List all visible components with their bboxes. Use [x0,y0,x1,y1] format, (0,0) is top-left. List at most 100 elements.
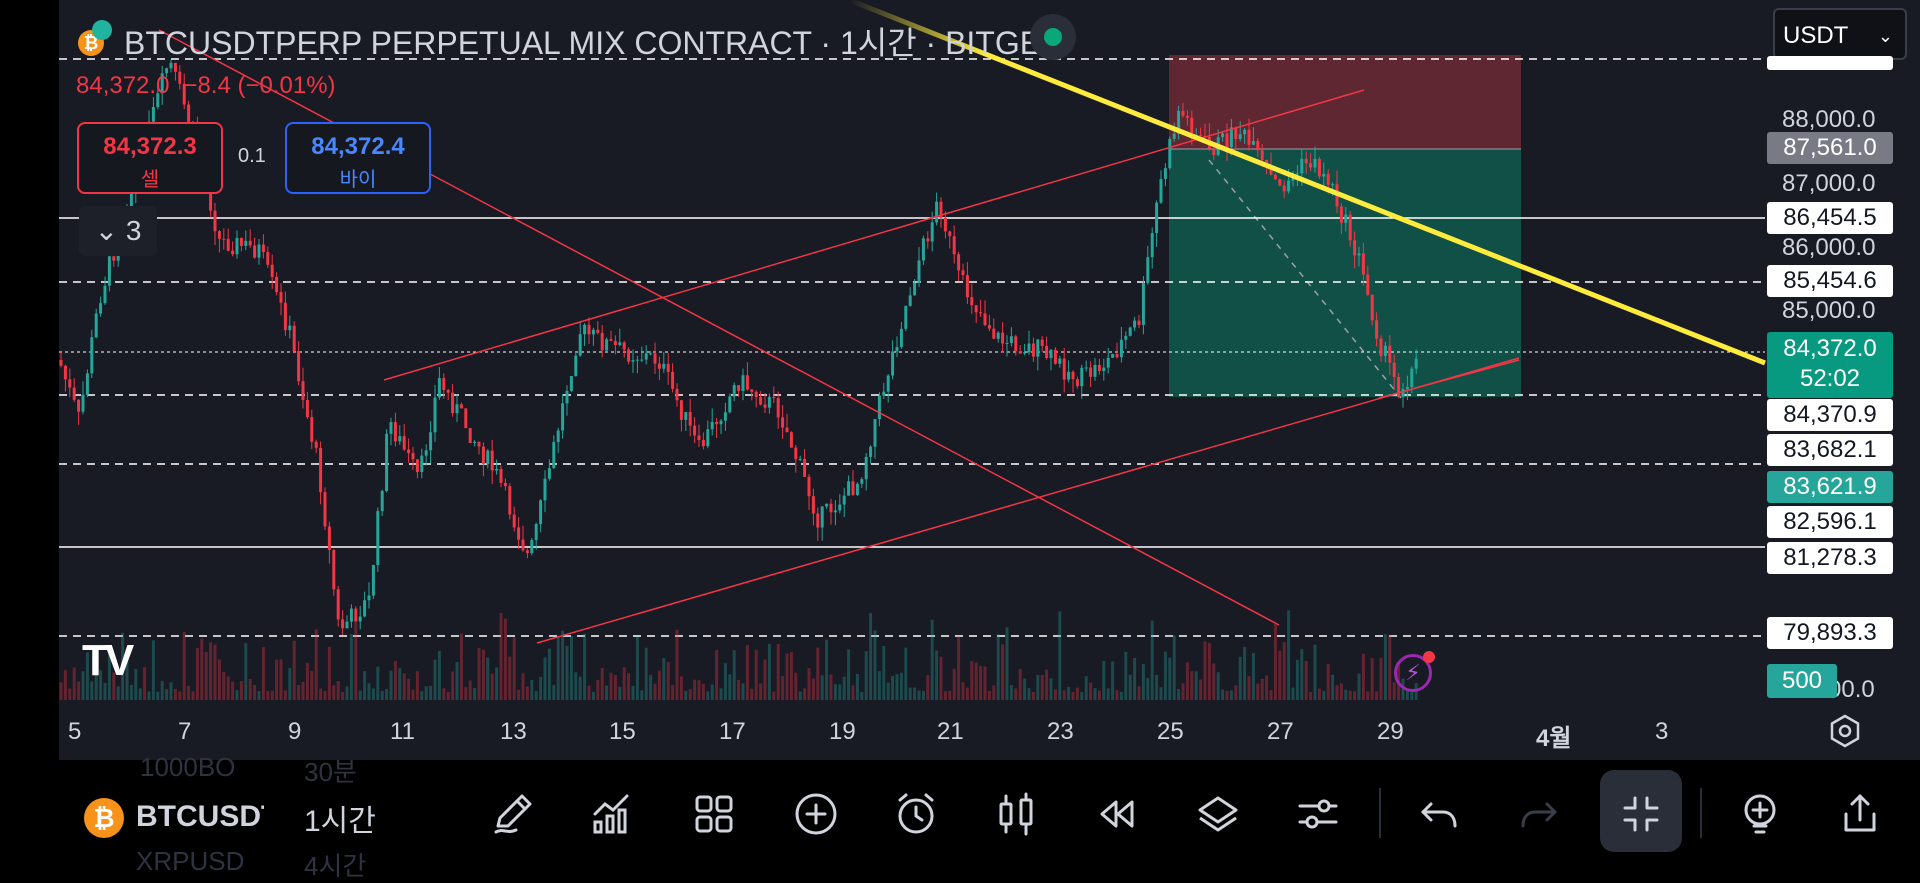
price-tag[interactable]: 83,621.9 [1767,471,1893,503]
price-tag-take-profit[interactable]: 84,370.9 [1767,399,1893,431]
alert-button[interactable] [888,786,944,842]
price-tag-entry[interactable]: 87,561.0 [1767,132,1893,164]
candle-body [275,276,279,293]
volume-bar [649,674,653,700]
volume-bar [129,685,133,700]
date-tick: 23 [1047,718,1074,745]
volume-bar [283,690,287,700]
current-price-tag[interactable]: 84,372.0 52:02 [1767,332,1893,398]
replay-button[interactable] [1088,786,1144,842]
chart-area[interactable] [59,0,1920,760]
volume-bar [798,691,802,700]
axis-settings-icon[interactable] [1826,712,1864,750]
candle-body [1080,367,1084,387]
sell-button[interactable]: 84,372.3 셀 [77,122,223,194]
horizontal-levels[interactable] [59,58,1765,637]
volume-bar [1251,652,1255,700]
add-button[interactable] [788,786,844,842]
yellow-trendline[interactable] [848,0,1766,366]
interval-selector[interactable]: 1시간 [304,805,376,838]
market-status-button[interactable] [1030,14,1076,60]
candle-body [635,359,639,361]
chart-type-button[interactable] [988,786,1044,842]
objects-tree-button[interactable] [1190,786,1246,842]
candle-body [1027,343,1031,353]
redo-button[interactable] [1511,786,1567,842]
volume-bar [90,681,94,700]
price-tag[interactable]: 79,893.3 [1767,617,1893,649]
volume-bar [433,659,437,700]
publish-idea-button[interactable] [1732,786,1788,842]
volume-bar [574,672,578,700]
volume-bar [961,682,965,700]
date-tick: 29 [1377,718,1404,745]
candle-body [569,376,573,391]
candle-body [838,504,842,511]
candle-body [376,511,380,565]
candle-body [371,564,375,596]
candle-body [451,392,455,414]
price-tag[interactable]: 83,682.1 [1767,434,1893,466]
undo-button[interactable] [1411,786,1467,842]
volume-bar [138,688,142,700]
candle-body [112,256,116,261]
drawing-tools-button[interactable] [486,786,542,842]
volume-bar [1379,657,1383,700]
quick-trade-button[interactable]: ⚡ [1394,651,1435,692]
volume-bar [1067,686,1071,700]
price-tag[interactable]: 81,278.3 [1767,542,1893,574]
candle-body [253,245,257,258]
indicators-toggle[interactable]: ⌄ 3 [79,206,157,256]
price-tag[interactable]: 86,454.5 [1767,202,1893,234]
candle-body [1392,362,1396,378]
price-tag[interactable]: 85,454.6 [1767,265,1893,297]
candle-body [631,360,635,362]
candle-body [486,450,490,464]
candle-body [1084,367,1088,369]
candle-body [763,404,767,408]
volume-bar [464,687,468,700]
take-profit-zone[interactable] [1169,149,1521,397]
volume-bar [1203,641,1207,700]
volume-bar [165,689,169,700]
candle-body [446,389,450,393]
candle-body [1058,358,1062,364]
candle-body [517,527,521,540]
exit-fullscreen-button[interactable] [1613,786,1669,842]
volume-bar [305,662,309,700]
volume-bar [974,662,978,700]
volume-bar [94,672,98,700]
volume-bar [345,686,349,700]
chart-settings-button[interactable] [1290,786,1346,842]
stop-loss-zone[interactable] [1169,55,1521,149]
volume-bar [402,673,406,700]
buy-button[interactable]: 84,372.4 바이 [285,122,431,194]
layout-button[interactable] [686,786,742,842]
candle-body [1190,117,1194,137]
candle-body [420,455,424,473]
candle-body [1278,179,1282,186]
candle-body [640,359,644,361]
symbol-title[interactable]: BTCUSDTPERP PERPETUAL MIX CONTRACT · 1시간… [124,25,1061,61]
indicators-button[interactable] [585,786,641,842]
candle-body [301,381,305,400]
volume-bar [85,652,89,700]
add-idea-icon [1744,794,1776,834]
trendline-channel-mid [1378,359,1520,399]
symbol-selector[interactable]: BTCUSDT [136,800,264,833]
volume-bar [1093,688,1097,700]
candle-body [1326,173,1330,185]
candles[interactable] [59,59,1418,636]
candle-body [407,449,411,454]
volume-bar [63,670,67,700]
candle-body [231,250,235,255]
currency-select[interactable]: USDT ⌄ [1773,8,1907,60]
candle-body [1163,168,1167,179]
volume-bar [864,651,868,700]
price-tag[interactable]: 82,596.1 [1767,506,1893,538]
price-tick: 88,000.0 [1782,106,1876,133]
volume-bar [917,690,921,700]
share-button[interactable] [1832,786,1888,842]
price-chart[interactable] [59,0,1920,760]
volume-bar [525,686,529,700]
